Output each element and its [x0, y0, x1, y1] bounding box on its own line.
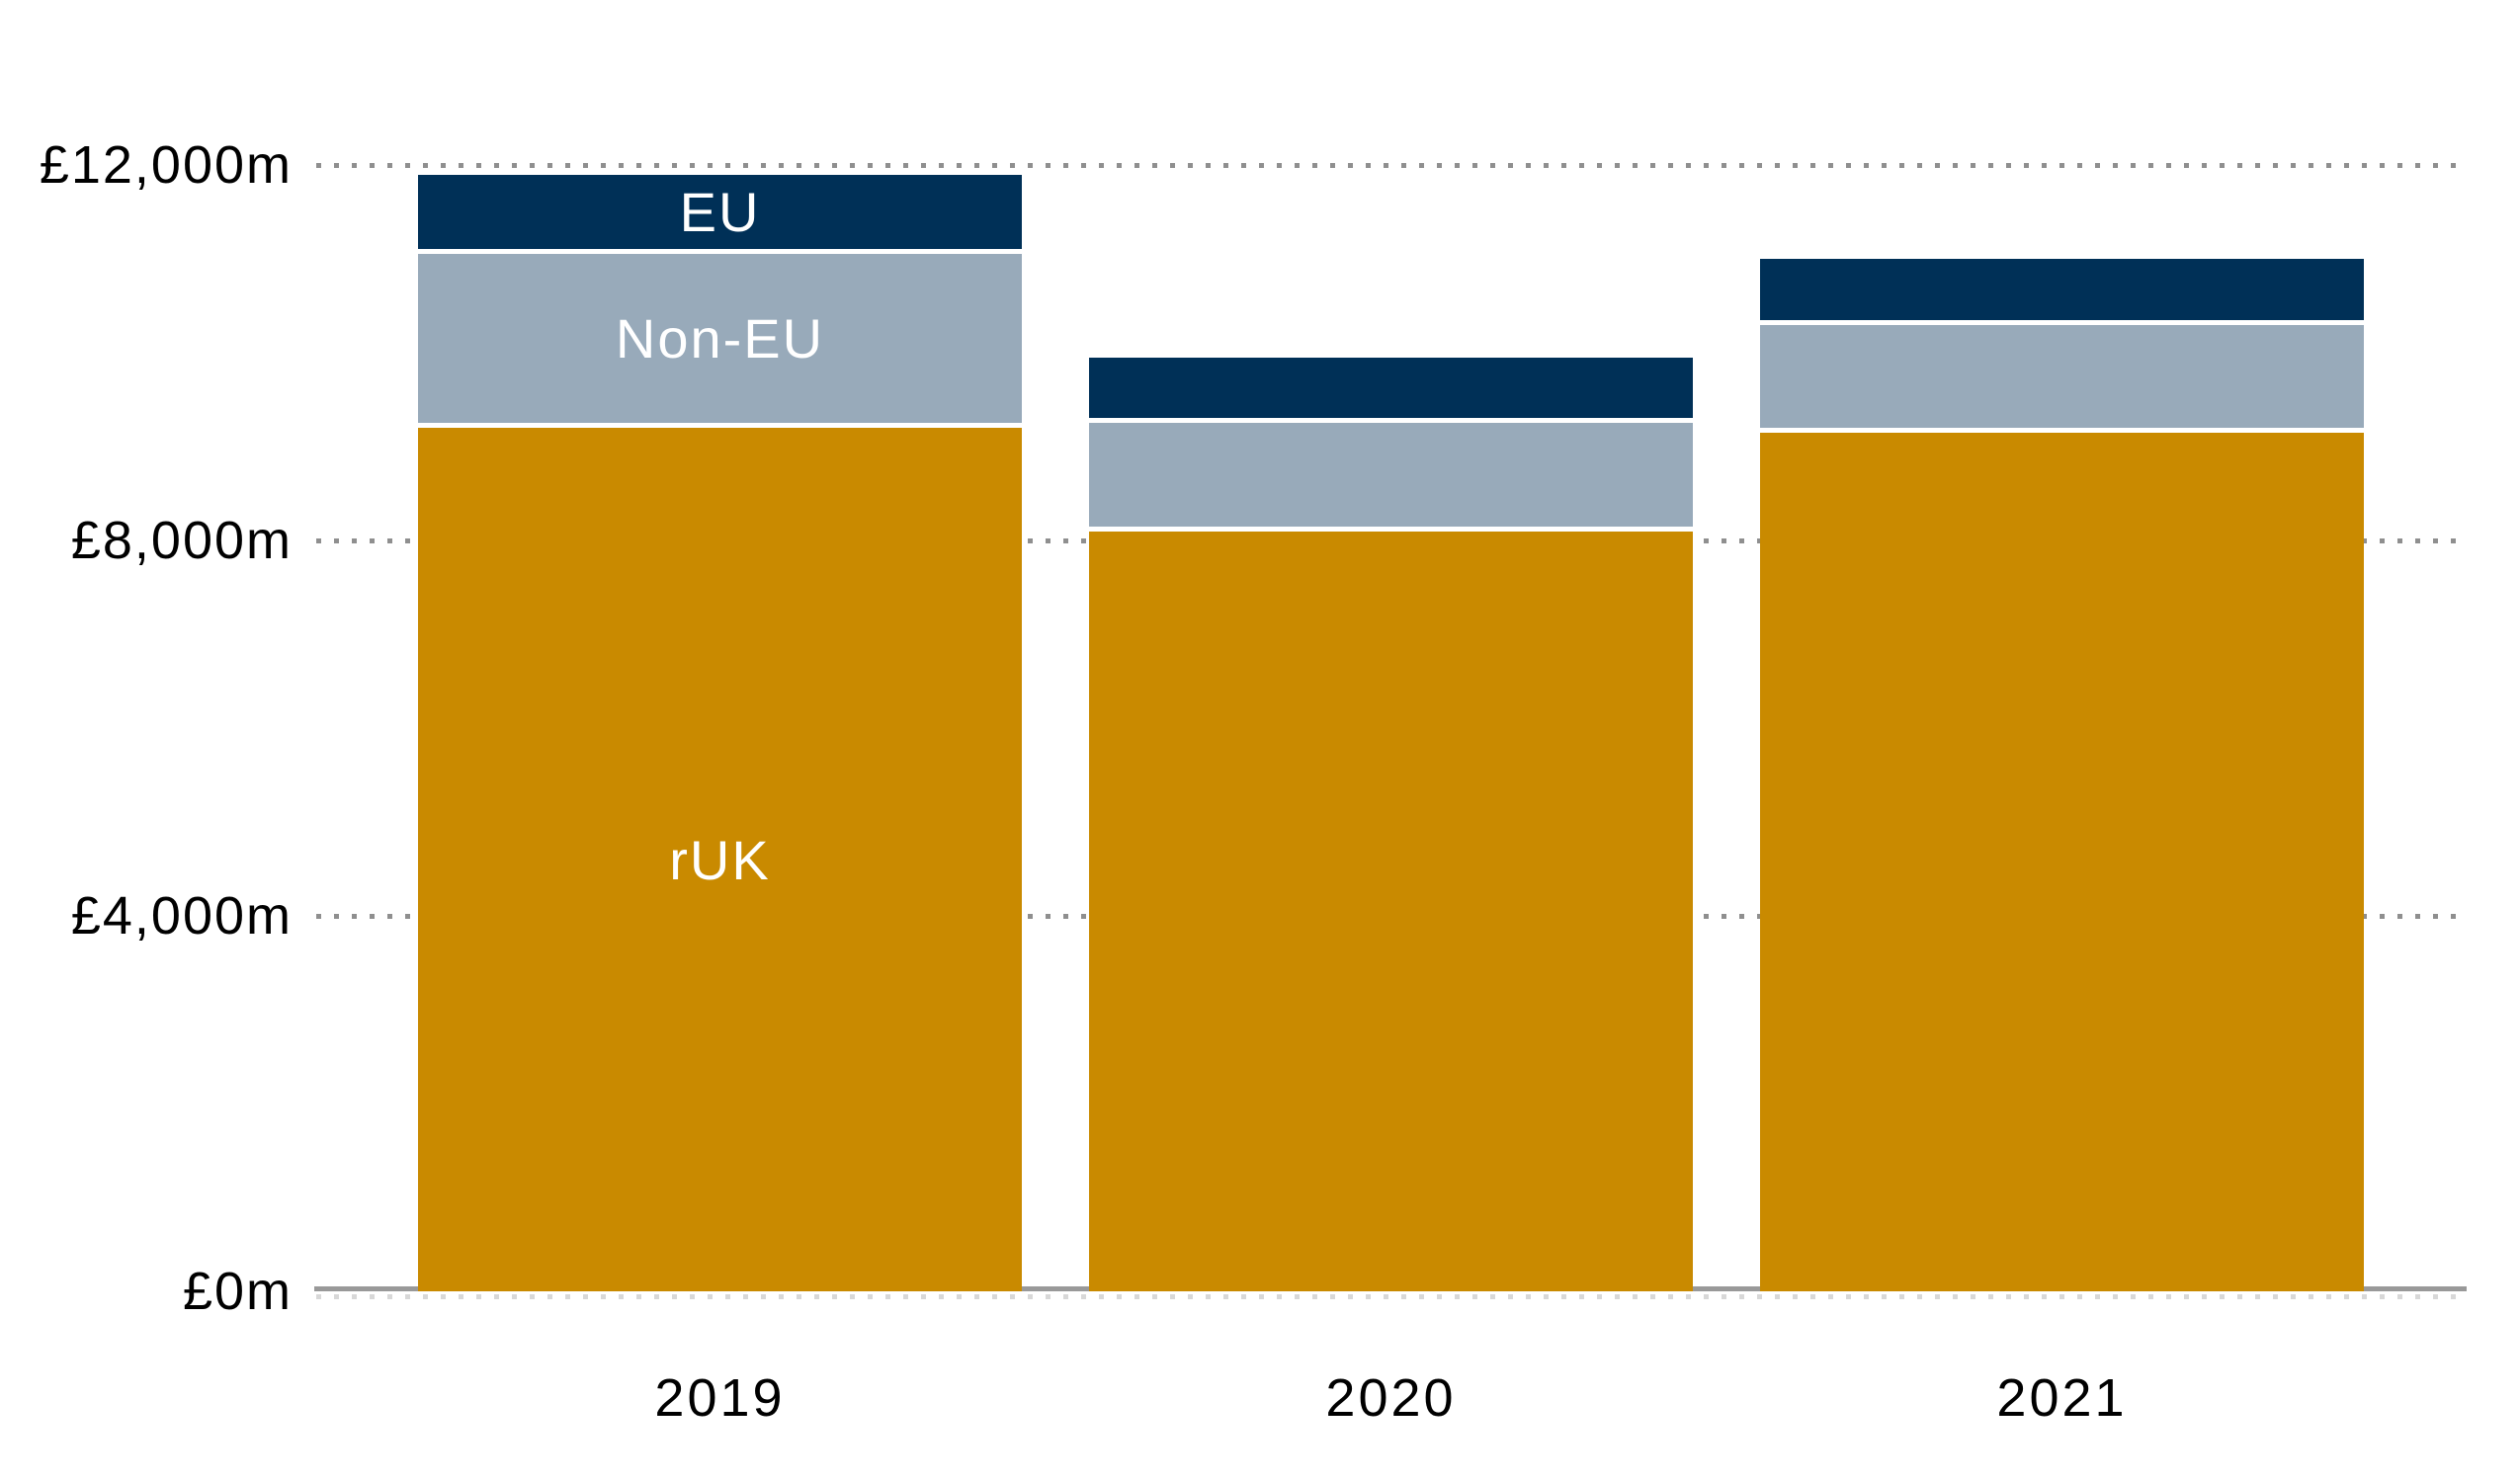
x-axis-label-2020: 2020 [1325, 1368, 1457, 1428]
segment-label-eu: EU [679, 180, 761, 243]
x-axis-label-2021: 2021 [1996, 1368, 2128, 1428]
gridline-12000 [316, 162, 2467, 168]
segment-eu-2019: EU [418, 174, 1022, 255]
segment-ruk-2020 [1089, 531, 1693, 1291]
y-tick-label-12000: £12,000m [39, 135, 293, 195]
segment-label-ruk: rUK [669, 828, 771, 891]
segment-ruk-2019: rUK [418, 428, 1022, 1291]
x-axis-label-2019: 2019 [654, 1368, 786, 1428]
segment-ruk-2021 [1760, 432, 2364, 1291]
segment-non-eu-2021 [1760, 324, 2364, 433]
bar-2021 [1760, 259, 2364, 1291]
segment-non-eu-2019: Non-EU [418, 254, 1022, 428]
segment-eu-2021 [1760, 259, 2364, 325]
segment-label-non-eu: Non-EU [615, 307, 825, 370]
segment-non-eu-2020 [1089, 423, 1693, 532]
y-tick-label-0: £0m [182, 1262, 293, 1321]
bar-2020 [1089, 357, 1693, 1291]
segment-eu-2020 [1089, 357, 1693, 424]
y-tick-label-8000: £8,000m [70, 511, 293, 570]
bar-2019: EU Non-EU rUK [418, 174, 1022, 1291]
y-tick-label-4000: £4,000m [70, 886, 293, 946]
gridline-zero-dotted [316, 1294, 2467, 1299]
